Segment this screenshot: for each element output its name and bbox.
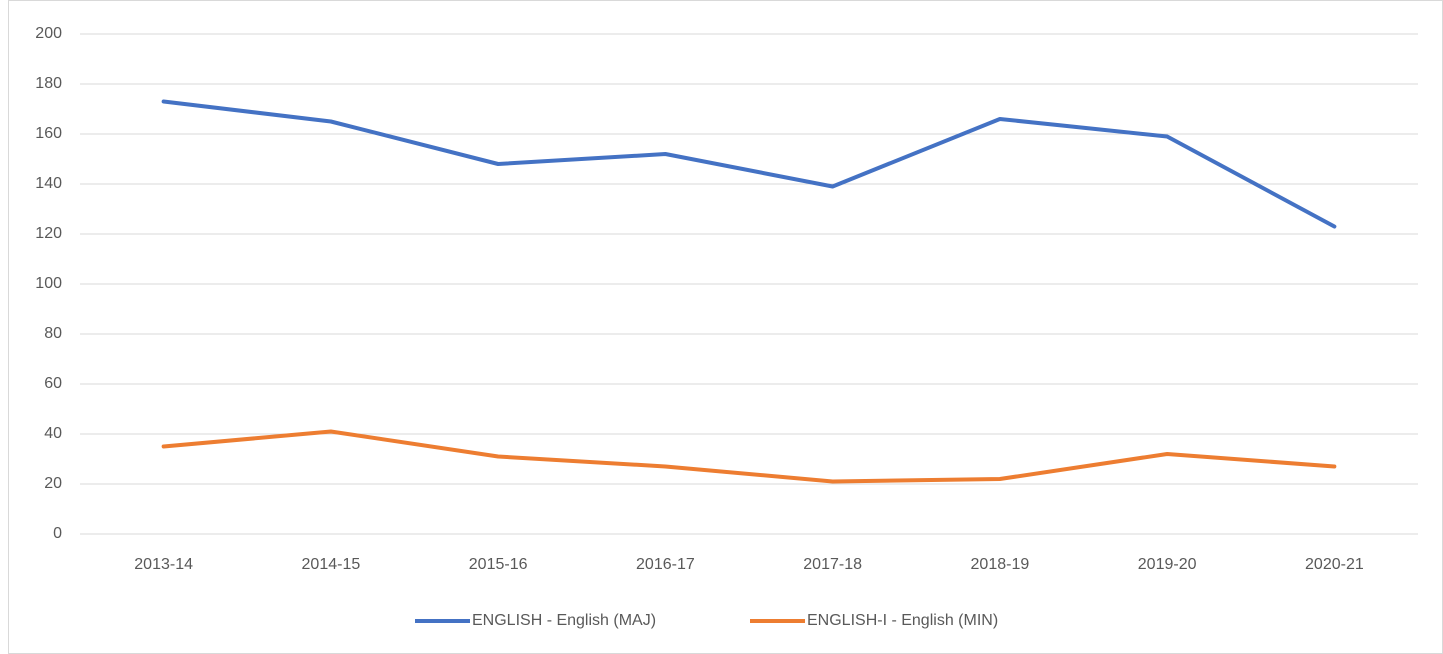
y-tick-label: 180 (35, 75, 62, 92)
y-tick-label: 140 (35, 175, 62, 192)
x-tick-label: 2020-21 (1305, 556, 1364, 573)
y-tick-label: 40 (44, 425, 62, 442)
x-tick-label: 2013-14 (134, 556, 193, 573)
x-tick-label: 2016-17 (636, 556, 695, 573)
x-tick-label: 2018-19 (971, 556, 1030, 573)
y-tick-label: 200 (35, 25, 62, 42)
legend-label: ENGLISH - English (MAJ) (472, 612, 656, 629)
x-tick-label: 2015-16 (469, 556, 528, 573)
y-tick-label: 60 (44, 375, 62, 392)
x-tick-label: 2017-18 (803, 556, 862, 573)
series-line (161, 99, 1337, 229)
y-tick-label: 20 (44, 475, 62, 492)
legend-label: ENGLISH-I - English (MIN) (807, 612, 998, 629)
chart-border (8, 0, 1443, 654)
x-tick-label: 2019-20 (1138, 556, 1197, 573)
y-tick-label: 0 (53, 525, 62, 542)
x-tick-label: 2014-15 (302, 556, 361, 573)
y-tick-label: 160 (35, 125, 62, 142)
series-line (161, 429, 1337, 484)
y-tick-label: 120 (35, 225, 62, 242)
y-tick-label: 100 (35, 275, 62, 292)
y-tick-label: 80 (44, 325, 62, 342)
